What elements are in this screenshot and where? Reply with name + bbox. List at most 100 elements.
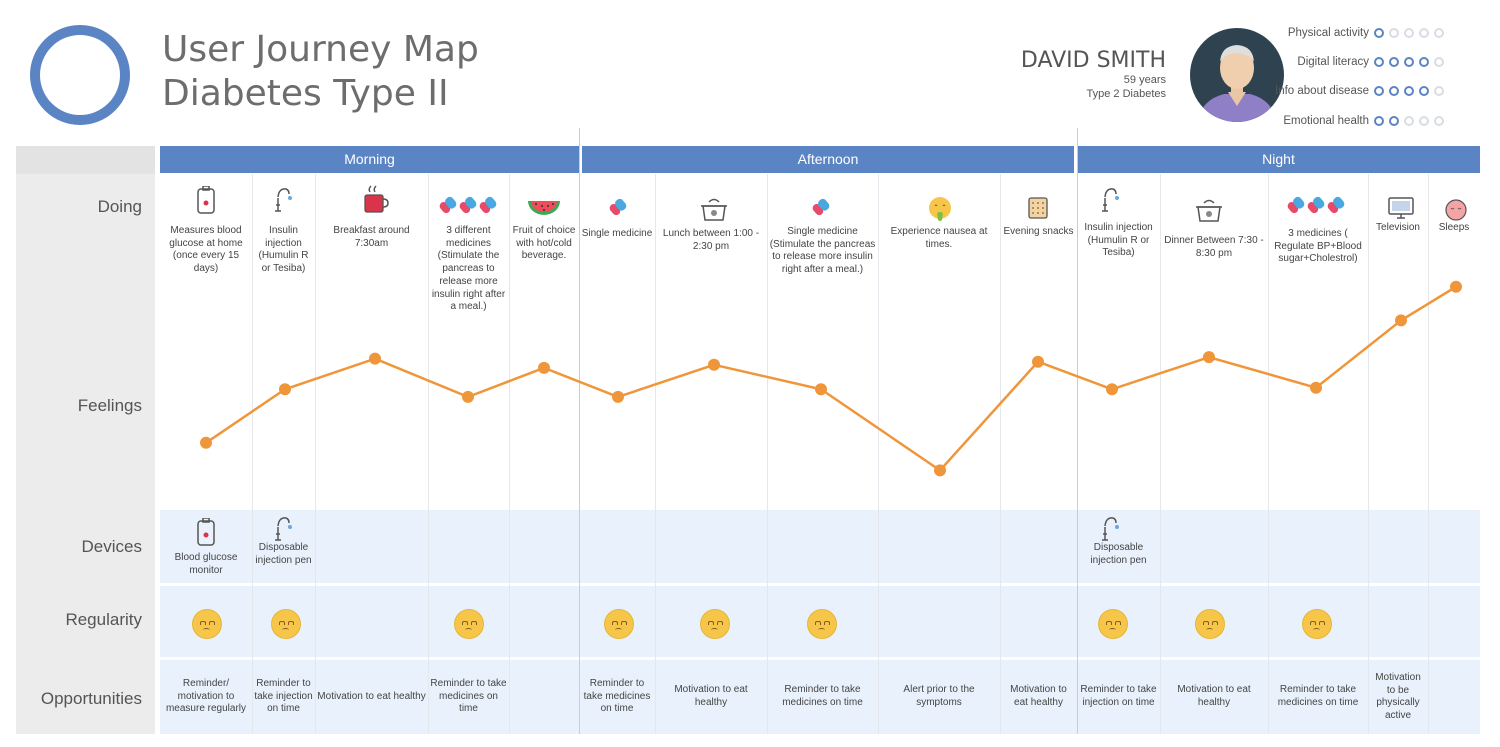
page-title: User Journey Map Diabetes Type II	[162, 28, 479, 116]
doing-step-text: Dinner Between 7:30 - 8:30 pm	[1164, 235, 1264, 259]
doing-step-text: 3 medicines ( Regulate BP+Blood sugar+Ch…	[1274, 228, 1362, 265]
doing-step-text: Insulin injection (Humulin R or Tesiba)	[258, 225, 309, 275]
rating-dots	[1374, 116, 1444, 128]
nausea-face-icon	[929, 197, 951, 221]
doing-step-text: 3 different medicines (Stimulate the pan…	[431, 225, 506, 313]
persona-info: 59 years Type 2 Diabetes	[960, 73, 1167, 101]
devices-row	[160, 510, 1480, 583]
doing-step-text: Breakfast around 7:30am	[333, 225, 410, 249]
face-feature	[282, 628, 289, 632]
medicine-pills-icon	[439, 196, 497, 214]
doing-step-text: Lunch between 1:00 - 2:30 pm	[662, 228, 760, 252]
feeling-point	[1310, 381, 1322, 394]
face-feature	[818, 628, 825, 632]
injection-pen-icon	[275, 517, 292, 541]
face-feature	[621, 621, 627, 625]
feeling-point	[538, 361, 550, 374]
feeling-point	[612, 390, 624, 403]
title-line-2: Diabetes Type II	[162, 73, 449, 114]
regularity-face-icon	[271, 609, 301, 639]
regularity-face-icon	[192, 609, 222, 639]
column-divider	[579, 128, 580, 734]
face-feature	[1313, 628, 1320, 632]
persona-age: 59 years	[1123, 74, 1166, 86]
face-feature	[288, 621, 294, 625]
row-label-devices: Devices	[81, 537, 142, 556]
face-feature	[1310, 621, 1316, 625]
opportunity-text: Reminder to take medicines on time	[1277, 684, 1359, 708]
column-divider	[509, 174, 510, 734]
face-feature	[209, 621, 215, 625]
doing-step-text: Insulin injection (Humulin R or Tesiba)	[1084, 222, 1153, 259]
face-feature	[203, 628, 210, 632]
face-feature	[1203, 621, 1209, 625]
feeling-point	[462, 390, 474, 403]
feeling-point	[1203, 351, 1215, 364]
persona-condition: Type 2 Diabetes	[1086, 88, 1167, 100]
feeling-point	[815, 383, 827, 396]
face-feature	[279, 621, 285, 625]
row-label-opportunities: Opportunities	[40, 689, 142, 708]
snack-cracker-icon	[1028, 197, 1048, 219]
face-feature	[612, 621, 618, 625]
rating-label: Emotional health	[1283, 115, 1369, 127]
regularity-face-icon	[807, 609, 837, 639]
opportunities-row	[160, 660, 1480, 734]
rating-dots	[1374, 86, 1444, 98]
doing-step-text: Measures blood glucose at home (once eve…	[169, 225, 243, 275]
rating-dot	[1434, 57, 1444, 67]
column-divider	[767, 174, 768, 734]
face-feature	[815, 621, 821, 625]
rating-dot	[1374, 86, 1384, 96]
doing-step-text: Experience nausea at times.	[890, 226, 988, 250]
doing-step-text: Single medicine (Stimulate the pancreas …	[769, 226, 876, 276]
face-feature	[462, 621, 468, 625]
column-divider	[1368, 174, 1369, 734]
title-line-1: User Journey Map	[162, 29, 479, 70]
column-divider	[1160, 174, 1161, 734]
rating-dot	[1374, 57, 1384, 67]
face-feature	[200, 621, 206, 625]
opportunity-text: Reminder to take medicines on time	[583, 678, 651, 715]
persona-name: DAVID SMITH	[1020, 48, 1166, 73]
rating-dots	[1374, 57, 1444, 69]
rating-dot	[1404, 57, 1414, 67]
feeling-point	[200, 436, 212, 449]
row-label-regularity: Regularity	[65, 610, 142, 629]
rating-dot	[1419, 116, 1429, 126]
column-divider	[1268, 174, 1269, 734]
television-icon	[1388, 197, 1414, 219]
cooking-pot-icon	[701, 198, 727, 221]
row-label-feelings: Feelings	[77, 396, 142, 415]
rating-dot	[1389, 57, 1399, 67]
opportunity-text: Reminder to take medicines on time	[430, 678, 507, 715]
feeling-point	[708, 358, 720, 371]
column-divider	[1077, 128, 1078, 734]
left-column	[16, 174, 155, 734]
phase-afternoon: Afternoon	[582, 146, 1074, 173]
rating-dot	[1404, 28, 1414, 38]
injection-pen-icon	[1102, 517, 1119, 541]
avatar	[1190, 28, 1284, 122]
opportunity-text: Motivation to be physically active	[1375, 672, 1421, 722]
column-divider	[1000, 174, 1001, 734]
feeling-point	[1395, 314, 1407, 327]
face-feature	[1106, 621, 1112, 625]
medicine-pills-icon	[1287, 196, 1345, 214]
device-label: Disposable injection pen	[255, 542, 312, 566]
opportunity-text: Reminder to take medicines on time	[782, 684, 863, 708]
left-column-header	[16, 146, 155, 174]
opportunity-text: Motivation to eat healthy	[1010, 684, 1067, 708]
rating-dot	[1374, 116, 1384, 126]
coffee-cup-icon	[364, 185, 389, 213]
doing-step-text: Single medicine	[581, 228, 653, 239]
column-divider	[428, 174, 429, 734]
phase-morning: Morning	[160, 146, 579, 173]
device-label: Blood glucose monitor	[174, 552, 238, 576]
feeling-point	[1450, 280, 1462, 293]
face-feature	[824, 621, 830, 625]
regularity-face-icon	[1098, 609, 1128, 639]
feeling-point	[369, 352, 381, 365]
rating-dot	[1404, 86, 1414, 96]
rating-dot	[1389, 116, 1399, 126]
